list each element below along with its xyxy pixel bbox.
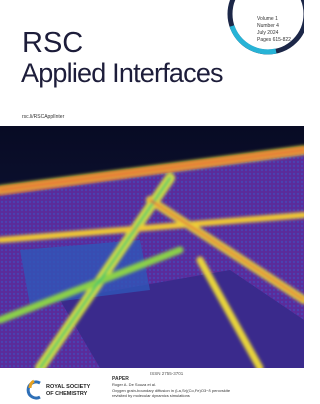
cover: Volume 1 Number 4 July 2024 Pages 615-82…	[0, 0, 304, 404]
article-info: PAPER Roger A. De Souza et al. Oxygen gr…	[112, 376, 231, 398]
authors: Roger A. De Souza et al.	[112, 382, 156, 387]
publisher-line: OF CHEMISTRY	[46, 391, 88, 397]
pages: Pages 615-822	[257, 37, 291, 43]
brand: RSC	[22, 27, 83, 59]
date: July 2024	[257, 30, 279, 36]
publisher-line: ROYAL SOCIETY	[46, 384, 91, 390]
number: Number 4	[257, 23, 279, 29]
volume: Volume 1	[257, 16, 278, 22]
article-title: revisited by molecular dynamics simulati…	[112, 393, 190, 398]
publisher-logo: ROYAL SOCIETY OF CHEMISTRY	[28, 381, 91, 398]
issn: ISSN 2755-3701	[150, 371, 184, 376]
page: {"issue": {"volume": "Volume 1", "number…	[0, 0, 304, 404]
issue-info: Volume 1 Number 4 July 2024 Pages 615-82…	[257, 16, 291, 43]
journal-title: Applied Interfaces	[21, 58, 223, 88]
cover-art	[0, 126, 304, 368]
url: rsc.li/RSCApplInter	[22, 114, 65, 120]
